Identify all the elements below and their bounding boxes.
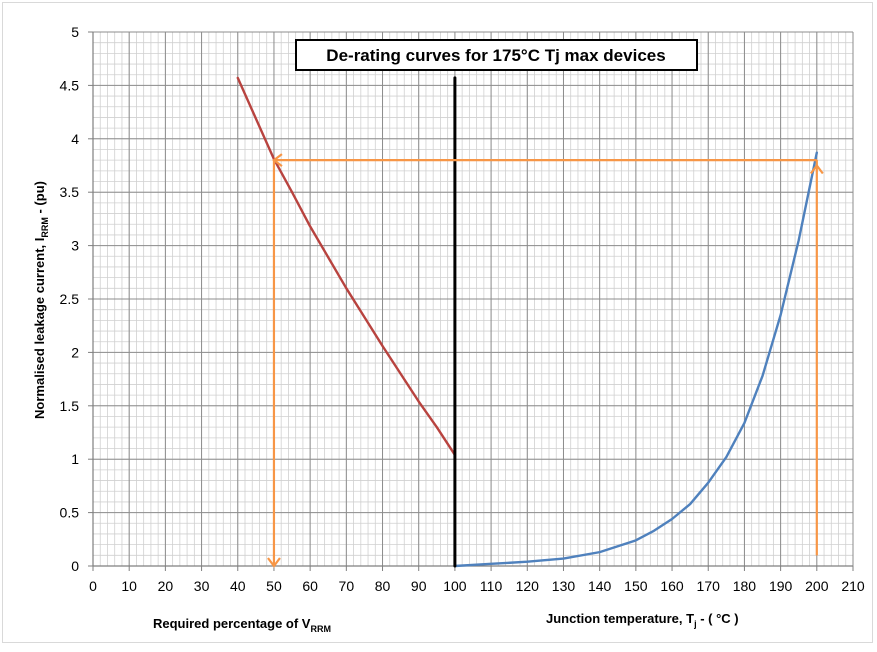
x-tick-label: 80: [375, 578, 391, 594]
y-tick-label: 1: [71, 451, 79, 467]
x-tick-label: 30: [194, 578, 210, 594]
x-tick-label: 210: [841, 578, 865, 594]
chart-border: [2, 2, 873, 643]
y-tick-label: 0: [71, 558, 79, 574]
x-tick-label: 10: [121, 578, 137, 594]
y-axis-label: Normalised leakage current, IRRM - (pu): [32, 181, 50, 419]
y-tick-label: 5: [71, 24, 79, 40]
x-tick-label: 190: [769, 578, 793, 594]
y-tick-label: 0.5: [60, 505, 80, 521]
x-tick-label: 160: [660, 578, 684, 594]
y-tick-label: 4.5: [60, 77, 80, 93]
x-tick-label: 50: [266, 578, 282, 594]
x-tick-label: 60: [302, 578, 318, 594]
annotation-layer: [267, 153, 824, 568]
x-tick-label: 140: [588, 578, 612, 594]
y-tick-label: 3: [71, 238, 79, 254]
x-tick-label: 90: [411, 578, 427, 594]
annotation-arrowhead: [267, 557, 281, 568]
x-tick-label: 110: [480, 578, 503, 594]
x-tick-label: 200: [805, 578, 829, 594]
x-tick-label: 20: [158, 578, 174, 594]
x-tick-label: 120: [516, 578, 540, 594]
y-tick-label: 2.5: [60, 291, 80, 307]
x-tick-label: 0: [89, 578, 97, 594]
x-tick-label: 150: [624, 578, 648, 594]
x-tick-label: 130: [552, 578, 576, 594]
annotation-arrowhead: [272, 153, 283, 168]
y-tick-label: 3.5: [60, 184, 80, 200]
chart-title: De-rating curves for 175°C Tj max device…: [326, 46, 665, 65]
x-tick-labels: 0 10 20 30 40 50 60 70 80 90 100 110 120 130 140 150 160…: [89, 578, 865, 594]
x-tick-label: 170: [697, 578, 721, 594]
x-tick-label: 180: [733, 578, 757, 594]
x-axis-label-left: Required percentage of VRRM: [153, 616, 331, 634]
x-axis-label-right: Junction temperature, Tj - ( °C ): [546, 611, 739, 629]
y-tick-label: 2: [71, 344, 79, 360]
x-tick-label: 100: [443, 578, 467, 594]
x-tick-label: 70: [339, 578, 355, 594]
x-tick-label: 40: [230, 578, 246, 594]
y-tick-label: 4: [71, 131, 79, 147]
annotation-arrowhead: [809, 163, 824, 175]
y-tick-labels: 0 0.5 1 1.5 2 2.5 3 3.5 4 4.5 5: [60, 24, 80, 574]
y-tick-label: 1.5: [60, 398, 80, 414]
title-box: [295, 39, 698, 71]
series-line-temperature: [453, 151, 819, 568]
